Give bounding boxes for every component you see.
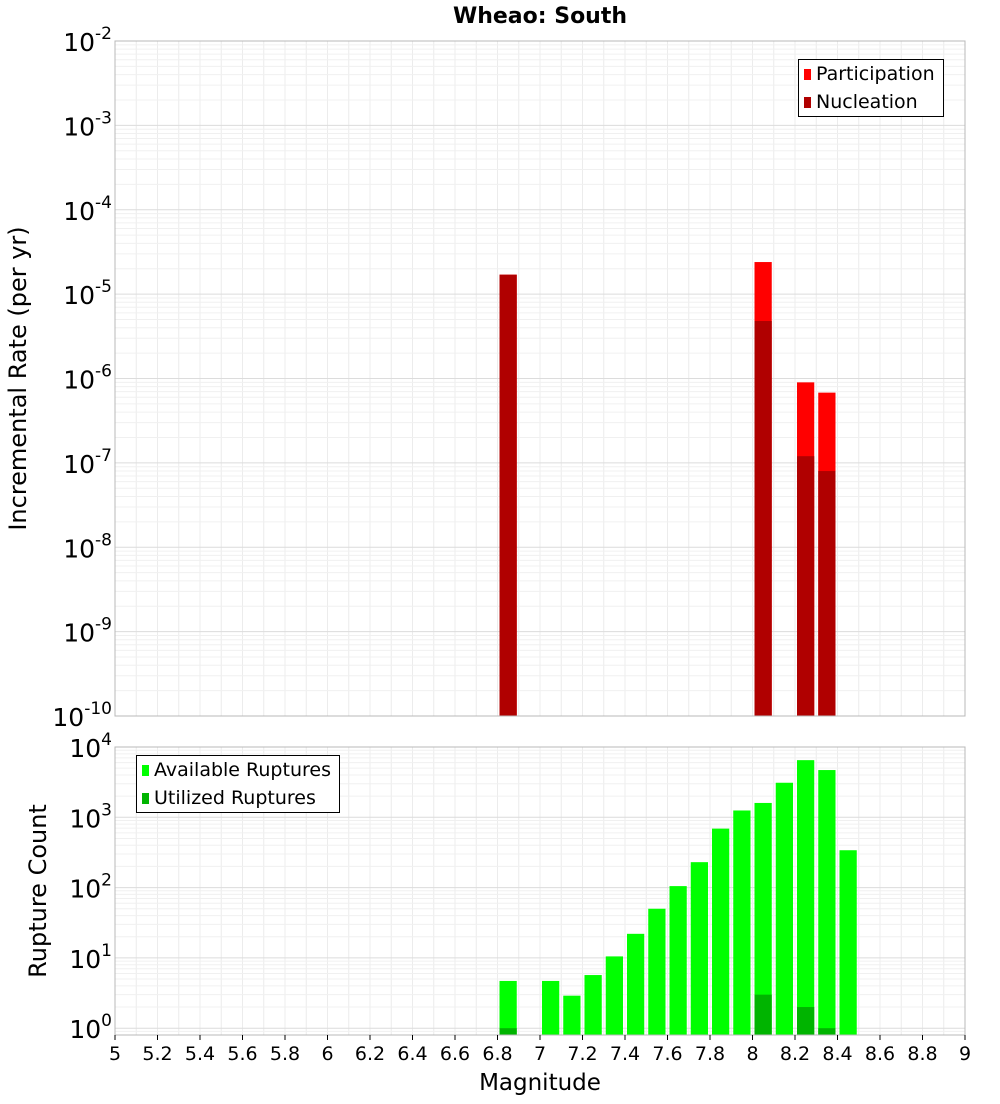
x-tick-label: 6.6 bbox=[440, 1043, 470, 1065]
x-tick-label: 9 bbox=[959, 1043, 971, 1065]
bar-available-ruptures bbox=[839, 850, 857, 1035]
bar-utilized-ruptures bbox=[754, 994, 772, 1035]
bar-available-ruptures bbox=[627, 933, 645, 1035]
bar-available-ruptures bbox=[605, 956, 623, 1035]
legend-item-participation: Participation bbox=[799, 60, 943, 88]
x-tick-label: 7.6 bbox=[652, 1043, 682, 1065]
legend-label-available: Available Ruptures bbox=[154, 759, 331, 781]
x-tick-label: 6.8 bbox=[482, 1043, 512, 1065]
x-tick-label: 8.8 bbox=[907, 1043, 937, 1065]
legend-label-nucleation: Nucleation bbox=[816, 91, 918, 113]
bar-available-ruptures bbox=[648, 908, 666, 1035]
bar-available-ruptures bbox=[542, 980, 560, 1035]
bar-available-ruptures bbox=[775, 782, 793, 1035]
bar-utilized-ruptures bbox=[499, 1028, 517, 1035]
y-tick-label: 100 bbox=[69, 1011, 112, 1044]
y-tick-label: 10-3 bbox=[63, 108, 112, 141]
legend-label-participation: Participation bbox=[816, 63, 935, 85]
x-axis-label: Magnitude bbox=[479, 1070, 601, 1096]
bar-utilized-ruptures bbox=[797, 1007, 815, 1035]
x-tick-label: 7.8 bbox=[695, 1043, 725, 1065]
y-tick-label: 10-5 bbox=[63, 277, 112, 310]
bar-available-ruptures bbox=[563, 995, 581, 1035]
legend-item-nucleation: Nucleation bbox=[799, 88, 943, 116]
x-tick-label: 5 bbox=[109, 1043, 121, 1065]
legend-item-utilized: Utilized Ruptures bbox=[137, 784, 339, 812]
y-tick-label: 10-7 bbox=[63, 446, 112, 479]
x-tick-label: 5.4 bbox=[185, 1043, 215, 1065]
nucleation-swatch bbox=[804, 96, 811, 108]
x-tick-label: 5.2 bbox=[142, 1043, 172, 1065]
x-tick-label: 7 bbox=[534, 1043, 546, 1065]
x-tick-label: 6.2 bbox=[355, 1043, 385, 1065]
x-tick-label: 8.6 bbox=[865, 1043, 895, 1065]
bar-nucleation bbox=[499, 274, 517, 716]
x-tick-label: 7.4 bbox=[610, 1043, 640, 1065]
participation-swatch bbox=[804, 68, 811, 80]
bar-nucleation bbox=[754, 321, 772, 716]
bar-utilized-ruptures bbox=[818, 1028, 836, 1035]
bar-available-ruptures bbox=[690, 862, 708, 1035]
bar-available-ruptures bbox=[499, 980, 517, 1035]
y-tick-label: 10-2 bbox=[63, 24, 112, 57]
bar-available-ruptures bbox=[669, 886, 687, 1035]
y-tick-label: 102 bbox=[69, 871, 112, 904]
legend-item-available: Available Ruptures bbox=[137, 756, 339, 784]
x-tick-label: 5.8 bbox=[270, 1043, 300, 1065]
y-tick-label: 103 bbox=[69, 800, 112, 833]
bar-available-ruptures bbox=[818, 770, 836, 1035]
y-tick-label: 104 bbox=[69, 730, 112, 763]
y-axis-label: Incremental Rate (per yr) bbox=[4, 226, 32, 530]
y-tick-label: 101 bbox=[69, 941, 112, 974]
rate-legend: Participation Nucleation bbox=[798, 59, 944, 117]
y-axis-label: Rupture Count bbox=[24, 804, 52, 978]
panel-1: 10-10 10-9 10-8 10-7 10-6 10-5 10-4 10-3 10-2 Inc… bbox=[4, 4, 966, 732]
bar-nucleation bbox=[797, 456, 815, 716]
x-tick-label: 5.6 bbox=[227, 1043, 257, 1065]
y-tick-label: 10-4 bbox=[63, 193, 112, 226]
bar-available-ruptures bbox=[712, 828, 730, 1035]
bar-available-ruptures bbox=[754, 802, 772, 1035]
y-tick-label: 10-6 bbox=[63, 362, 112, 395]
bar-available-ruptures bbox=[797, 760, 815, 1035]
plot-frame bbox=[114, 40, 966, 717]
chart-title: Wheao: South bbox=[453, 4, 627, 29]
legend-label-utilized: Utilized Ruptures bbox=[154, 787, 316, 809]
x-tick-label: 6.4 bbox=[397, 1043, 427, 1065]
x-tick-label: 6 bbox=[321, 1043, 333, 1065]
y-tick-label: 10-8 bbox=[63, 530, 112, 563]
y-tick-label: 10-9 bbox=[63, 615, 112, 648]
x-tick-label: 8.4 bbox=[822, 1043, 852, 1065]
x-tick-label: 8 bbox=[746, 1043, 758, 1065]
bar-nucleation bbox=[818, 471, 836, 716]
rupture-legend: Available Ruptures Utilized Ruptures bbox=[136, 755, 340, 813]
available-swatch bbox=[142, 764, 149, 776]
x-tick-label: 8.2 bbox=[780, 1043, 810, 1065]
bar-available-ruptures bbox=[733, 810, 751, 1035]
y-tick-label: 10-10 bbox=[52, 699, 112, 732]
utilized-swatch bbox=[142, 792, 149, 804]
x-tick-label: 7.2 bbox=[567, 1043, 597, 1065]
bar-available-ruptures bbox=[584, 975, 602, 1035]
